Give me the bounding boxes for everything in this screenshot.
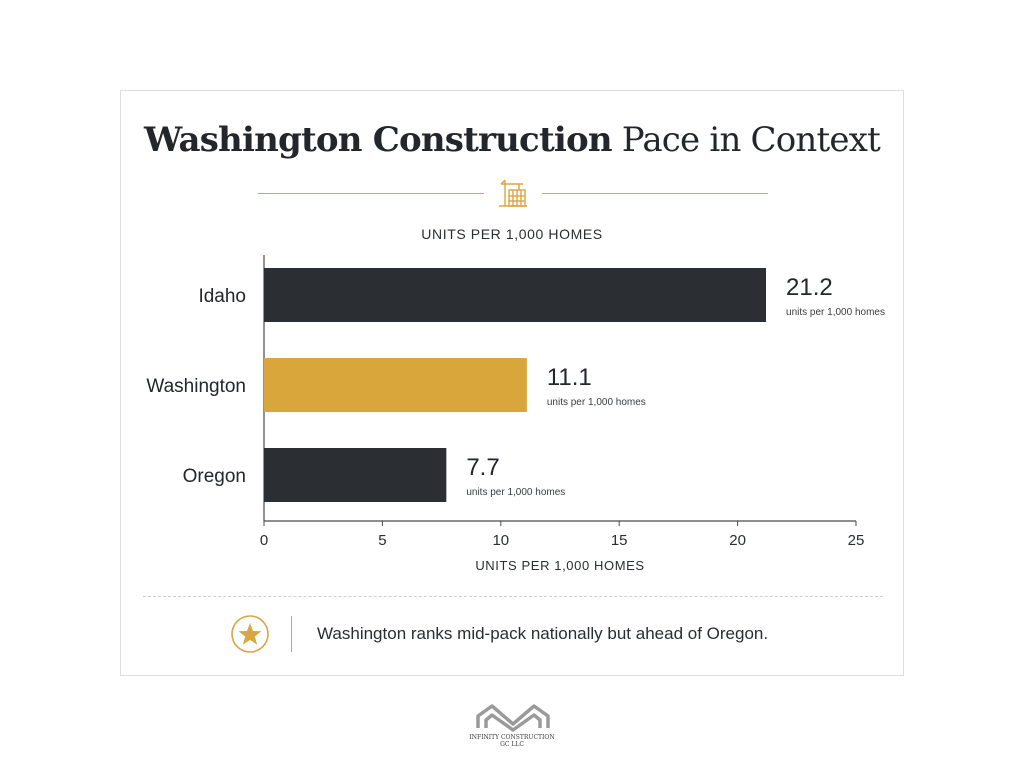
category-label: Oregon: [183, 466, 246, 487]
section-divider: [143, 596, 883, 597]
x-tick-label: 20: [729, 532, 746, 549]
title-divider-left: [258, 193, 484, 194]
note-separator: [291, 616, 292, 652]
category-label: Idaho: [198, 286, 246, 307]
chart-note: Washington ranks mid-pack nationally but…: [317, 624, 769, 643]
chart-subtitle: UNITS PER 1,000 HOMES: [421, 226, 603, 242]
x-tick-label: 10: [492, 532, 509, 549]
crane-icon: [499, 179, 527, 207]
x-tick-label: 0: [260, 532, 268, 549]
bar: [264, 268, 767, 322]
logo-text-line2: GC LLC: [500, 741, 524, 748]
data-label: 21.2: [786, 274, 833, 301]
bar: [264, 358, 527, 412]
x-tick-label: 15: [611, 532, 628, 549]
x-tick-label: 25: [848, 532, 865, 549]
infinity-logo: [476, 704, 550, 732]
title-divider-right: [542, 193, 768, 194]
chart-title: Washington Construction Pace in Context: [144, 120, 881, 160]
data-label: 7.7: [466, 454, 499, 481]
data-label: 11.1: [547, 364, 592, 391]
data-unit-label: units per 1,000 homes: [786, 307, 885, 318]
x-tick-label: 5: [378, 532, 386, 549]
data-unit-label: units per 1,000 homes: [466, 487, 565, 498]
star-icon: [231, 615, 269, 653]
logo-text-line1: INFINITY CONSTRUCTION: [469, 734, 555, 741]
bar: [264, 448, 447, 502]
data-unit-label: units per 1,000 homes: [547, 397, 646, 408]
x-axis-title: UNITS PER 1,000 HOMES: [475, 558, 645, 573]
category-label: Washington: [146, 376, 246, 397]
